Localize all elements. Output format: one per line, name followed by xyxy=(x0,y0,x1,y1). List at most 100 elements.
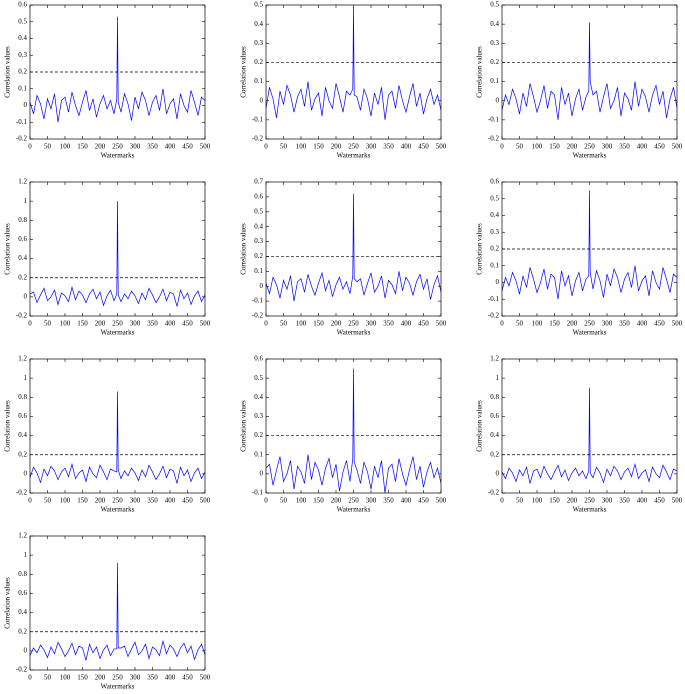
x-tick-label: 50 xyxy=(516,497,524,505)
y-tick-label: 0.1 xyxy=(254,267,263,275)
plot-area xyxy=(502,22,677,120)
x-tick-label: 300 xyxy=(602,497,613,505)
y-axis-label: Correlation values xyxy=(4,400,12,452)
y-tick-label: 0.5 xyxy=(490,1,499,9)
x-tick-label: 500 xyxy=(200,497,211,505)
x-tick-label: 50 xyxy=(280,320,288,328)
x-axis-label: Watermarks xyxy=(101,683,135,691)
plot-area xyxy=(30,16,205,123)
x-axis-label: Watermarks xyxy=(337,152,371,160)
x-tick-label: 0 xyxy=(500,320,504,328)
x-tick-label: 350 xyxy=(147,497,158,505)
x-tick-label: 50 xyxy=(44,497,52,505)
x-tick-label: 100 xyxy=(60,143,71,151)
x-tick-label: 250 xyxy=(348,320,359,328)
plot-frame xyxy=(501,358,678,494)
x-tick-label: 400 xyxy=(637,143,648,151)
y-tick-label: 0 xyxy=(260,96,264,104)
x-tick-label: 100 xyxy=(296,497,307,505)
plot-area xyxy=(30,562,205,661)
y-tick-label: 0.2 xyxy=(490,450,499,458)
x-tick-label: 350 xyxy=(147,143,158,151)
x-tick-label: 450 xyxy=(418,143,429,151)
plot-area xyxy=(266,193,441,302)
x-tick-label: 350 xyxy=(619,497,630,505)
data-line xyxy=(30,391,205,484)
y-tick-label: 0.1 xyxy=(254,77,263,85)
x-tick-label: 500 xyxy=(200,674,211,682)
y-tick-label: 0.4 xyxy=(18,608,27,616)
y-tick-label: 0.4 xyxy=(18,34,27,42)
chart-panel: -0.2 -0.1 0 0.1 0.2 0.3 0.4 0.5 0 50 100 150 200 250 3… xyxy=(240,1,447,160)
x-tick-label: 50 xyxy=(280,143,288,151)
x-tick-label: 350 xyxy=(619,320,630,328)
y-tick-label: 0.4 xyxy=(490,431,499,439)
x-tick-label: 350 xyxy=(383,143,394,151)
x-tick-label: 250 xyxy=(584,497,595,505)
x-tick-label: 400 xyxy=(637,320,648,328)
y-tick-label: 0.5 xyxy=(18,17,27,25)
y-tick-label: 0.3 xyxy=(490,228,499,236)
x-tick-label: 200 xyxy=(331,143,342,151)
plot-frame xyxy=(501,181,678,317)
x-tick-label: 450 xyxy=(182,143,193,151)
x-tick-label: 150 xyxy=(549,320,560,328)
y-axis-label: Correlation values xyxy=(240,46,248,98)
y-tick-label: 0.6 xyxy=(18,589,27,597)
x-axis-label: Watermarks xyxy=(337,506,371,514)
x-tick-label: 200 xyxy=(567,497,578,505)
plot-frame xyxy=(265,4,442,140)
y-tick-label: 1.2 xyxy=(18,355,27,363)
y-tick-label: -0.2 xyxy=(16,666,28,674)
x-tick-label: 0 xyxy=(28,497,32,505)
x-tick-label: 50 xyxy=(280,497,288,505)
y-tick-label: 0.1 xyxy=(490,77,499,85)
x-tick-label: 500 xyxy=(436,497,447,505)
x-tick-label: 200 xyxy=(95,674,106,682)
x-tick-label: 150 xyxy=(549,143,560,151)
x-tick-label: 50 xyxy=(516,320,524,328)
y-tick-label: 0.6 xyxy=(18,235,27,243)
y-tick-label: 0.8 xyxy=(490,393,499,401)
y-tick-label: 0 xyxy=(24,292,28,300)
y-tick-label: 0.2 xyxy=(254,252,263,260)
x-tick-label: 200 xyxy=(95,143,106,151)
x-axis-label: Watermarks xyxy=(573,506,607,514)
data-line xyxy=(30,201,205,307)
x-tick-label: 250 xyxy=(112,674,123,682)
chart-panel: -0.2 -0.1 0 0.1 0.2 0.3 0.4 0.5 0.6 0 50 100 150 200 2… xyxy=(476,178,683,337)
plot-frame xyxy=(29,4,206,140)
y-tick-label: 0.8 xyxy=(18,393,27,401)
y-tick-label: 1 xyxy=(496,374,500,382)
y-tick-label: 0.8 xyxy=(18,570,27,578)
data-line xyxy=(266,368,441,493)
y-tick-label: 0.5 xyxy=(254,207,263,215)
y-tick-label: 0.2 xyxy=(490,245,499,253)
x-tick-label: 500 xyxy=(672,497,683,505)
y-tick-label: 0.2 xyxy=(254,431,263,439)
y-tick-label: 0 xyxy=(24,646,28,654)
y-tick-label: 0.3 xyxy=(490,39,499,47)
y-tick-label: 1.2 xyxy=(18,178,27,186)
chart-panel: -0.200.20.40.60.811.20 50 100 150 200 250 300 3… xyxy=(4,532,211,691)
y-tick-label: 0 xyxy=(260,282,264,290)
data-line xyxy=(266,6,441,120)
y-tick-label: -0.1 xyxy=(252,297,264,305)
y-tick-label: 0.3 xyxy=(254,237,263,245)
y-tick-label: 0.5 xyxy=(254,1,263,9)
plot-area xyxy=(502,190,677,300)
y-tick-label: 0.2 xyxy=(254,58,263,66)
y-tick-label: 0.4 xyxy=(254,20,263,28)
x-tick-label: 100 xyxy=(296,320,307,328)
y-tick-label: 1 xyxy=(24,197,28,205)
x-tick-label: 450 xyxy=(654,497,665,505)
y-tick-label: 0.6 xyxy=(490,178,499,186)
y-tick-label: 0.5 xyxy=(490,194,499,202)
y-tick-label: 0.2 xyxy=(490,58,499,66)
data-line xyxy=(502,190,677,300)
x-axis-label: Watermarks xyxy=(337,329,371,337)
y-axis-label: Correlation values xyxy=(476,223,484,275)
plot-area xyxy=(30,201,205,307)
plot-frame xyxy=(29,358,206,494)
